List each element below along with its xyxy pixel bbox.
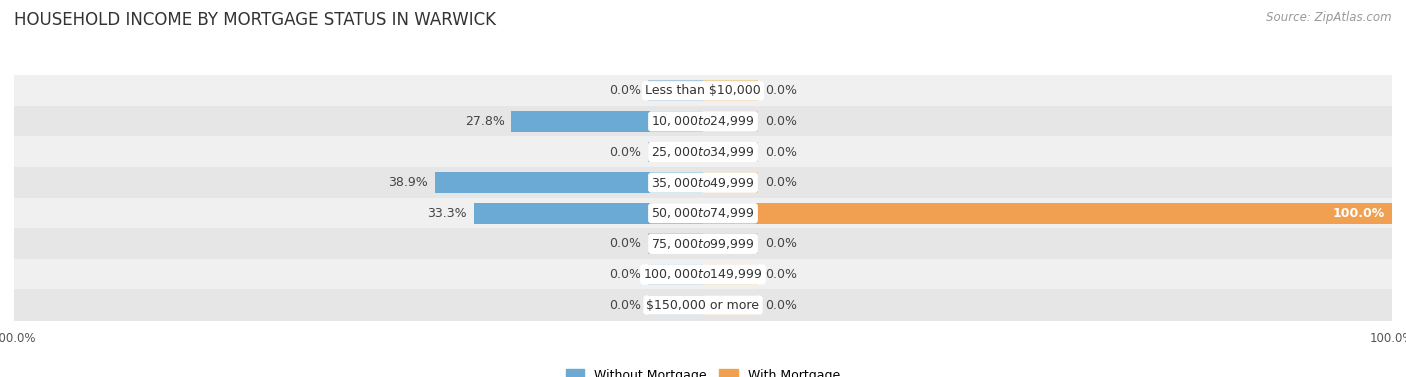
- Text: Less than $10,000: Less than $10,000: [645, 84, 761, 97]
- Text: 0.0%: 0.0%: [609, 84, 641, 97]
- Bar: [648, 142, 703, 162]
- Text: $25,000 to $34,999: $25,000 to $34,999: [651, 145, 755, 159]
- Bar: [648, 264, 703, 285]
- Text: 0.0%: 0.0%: [765, 176, 797, 189]
- Bar: [703, 295, 758, 316]
- Text: 100.0%: 100.0%: [1333, 207, 1385, 220]
- Text: $75,000 to $99,999: $75,000 to $99,999: [651, 237, 755, 251]
- Bar: [703, 264, 758, 285]
- Bar: [14, 290, 1392, 321]
- Text: 33.3%: 33.3%: [427, 207, 467, 220]
- Bar: [474, 203, 703, 224]
- Text: 0.0%: 0.0%: [609, 299, 641, 311]
- Text: 27.8%: 27.8%: [465, 115, 505, 128]
- Bar: [14, 106, 1392, 137]
- Text: 0.0%: 0.0%: [765, 268, 797, 281]
- Text: 0.0%: 0.0%: [609, 238, 641, 250]
- Text: 0.0%: 0.0%: [765, 115, 797, 128]
- Text: 0.0%: 0.0%: [609, 268, 641, 281]
- Bar: [14, 75, 1392, 106]
- Text: $100,000 to $149,999: $100,000 to $149,999: [644, 267, 762, 282]
- Bar: [703, 111, 758, 132]
- Text: 0.0%: 0.0%: [765, 238, 797, 250]
- Text: Source: ZipAtlas.com: Source: ZipAtlas.com: [1267, 11, 1392, 24]
- Text: 0.0%: 0.0%: [765, 146, 797, 158]
- Text: $50,000 to $74,999: $50,000 to $74,999: [651, 206, 755, 220]
- Bar: [703, 233, 758, 254]
- Text: $35,000 to $49,999: $35,000 to $49,999: [651, 176, 755, 190]
- Text: HOUSEHOLD INCOME BY MORTGAGE STATUS IN WARWICK: HOUSEHOLD INCOME BY MORTGAGE STATUS IN W…: [14, 11, 496, 29]
- Bar: [14, 228, 1392, 259]
- Bar: [648, 295, 703, 316]
- Bar: [14, 136, 1392, 168]
- Bar: [703, 80, 758, 101]
- Text: 0.0%: 0.0%: [765, 84, 797, 97]
- Bar: [14, 167, 1392, 198]
- Bar: [703, 203, 1392, 224]
- Bar: [14, 259, 1392, 290]
- Text: 0.0%: 0.0%: [765, 299, 797, 311]
- Bar: [703, 172, 758, 193]
- Text: $150,000 or more: $150,000 or more: [647, 299, 759, 311]
- Bar: [648, 233, 703, 254]
- Bar: [14, 198, 1392, 229]
- Text: $10,000 to $24,999: $10,000 to $24,999: [651, 114, 755, 129]
- Bar: [648, 80, 703, 101]
- Bar: [512, 111, 703, 132]
- Bar: [434, 172, 703, 193]
- Legend: Without Mortgage, With Mortgage: Without Mortgage, With Mortgage: [561, 364, 845, 377]
- Text: 0.0%: 0.0%: [609, 146, 641, 158]
- Bar: [703, 142, 758, 162]
- Text: 38.9%: 38.9%: [388, 176, 427, 189]
